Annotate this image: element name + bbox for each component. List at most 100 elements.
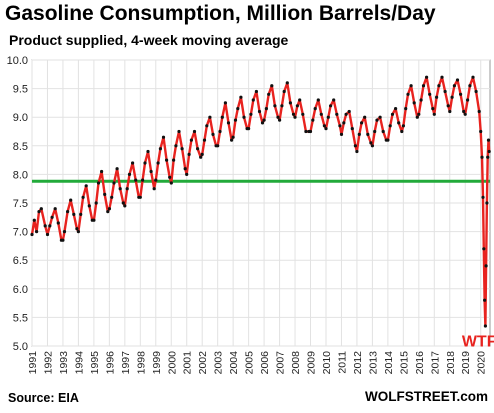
data-point	[141, 178, 145, 182]
data-point	[484, 264, 488, 268]
data-point	[233, 118, 238, 122]
data-point	[79, 212, 83, 216]
data-point	[32, 218, 36, 222]
data-point	[301, 112, 305, 116]
x-tick-label: 2010	[321, 351, 333, 375]
data-point	[112, 181, 116, 185]
y-tick-label: 8.0	[13, 169, 28, 181]
y-tick-label: 6.0	[13, 284, 28, 296]
data-point	[381, 129, 385, 134]
x-tick-label: 1993	[58, 351, 70, 375]
data-point	[76, 230, 80, 234]
x-tick-label: 2007	[275, 351, 287, 375]
data-point	[200, 152, 204, 156]
x-tick-label: 2012	[352, 351, 364, 375]
data-point	[50, 215, 54, 219]
data-point	[342, 121, 346, 125]
data-point	[462, 109, 466, 114]
data-point	[249, 112, 253, 116]
data-point	[443, 89, 447, 94]
data-point	[138, 195, 142, 199]
data-point	[152, 187, 156, 191]
x-tick-label: 2020	[476, 351, 488, 375]
x-tick-label: 2001	[182, 351, 194, 375]
brand-note: WOLFSTREET.com	[364, 389, 488, 404]
data-point	[480, 155, 484, 159]
x-tick-label: 2008	[290, 351, 302, 375]
data-point	[485, 201, 489, 205]
data-point	[62, 230, 67, 234]
x-axis-ticks: 1991 1992 1993 1994 1995 1996 1997 1998 1999 2000…	[27, 351, 488, 375]
y-tick-label: 7.5	[13, 198, 28, 210]
data-point	[288, 101, 292, 105]
data-point	[308, 129, 313, 134]
chart-subtitle: Product supplied, 4-week moving average	[9, 32, 289, 48]
data-point	[404, 107, 408, 111]
data-point	[202, 138, 207, 142]
data-point	[192, 129, 197, 134]
data-point	[474, 89, 478, 94]
data-point	[96, 181, 101, 185]
data-point	[291, 112, 296, 116]
data-point	[415, 115, 419, 119]
data-point	[355, 149, 359, 154]
data-point	[262, 118, 266, 122]
data-point	[406, 92, 410, 96]
data-point	[118, 187, 122, 191]
data-point	[425, 75, 429, 79]
grid-lines	[31, 59, 490, 347]
data-point	[231, 135, 235, 139]
data-point	[174, 144, 178, 148]
data-point	[180, 147, 184, 151]
data-point	[187, 152, 191, 156]
data-point	[437, 84, 441, 88]
data-point	[183, 167, 187, 171]
x-tick-label: 1991	[27, 351, 39, 375]
data-point	[158, 147, 162, 151]
data-point	[123, 204, 127, 208]
data-point	[440, 75, 444, 79]
data-point	[169, 181, 173, 185]
data-point	[482, 247, 486, 251]
data-point	[452, 84, 456, 88]
data-point	[185, 172, 189, 176]
data-point	[156, 161, 160, 165]
y-tick-label: 6.5	[13, 255, 28, 267]
data-point	[121, 201, 125, 205]
x-tick-label: 1999	[151, 351, 163, 375]
data-point	[107, 207, 111, 211]
data-point	[401, 124, 405, 128]
data-point	[375, 118, 379, 122]
data-point	[477, 109, 481, 114]
data-point	[486, 155, 490, 159]
data-point	[353, 144, 357, 148]
y-tick-label: 9.0	[13, 112, 28, 124]
data-point	[378, 115, 382, 119]
x-tick-label: 2000	[166, 351, 178, 375]
data-point	[280, 104, 284, 108]
data-point	[400, 129, 404, 134]
data-point	[236, 107, 240, 111]
data-point	[324, 127, 328, 131]
data-point	[110, 195, 114, 199]
data-point	[211, 132, 215, 136]
data-point	[100, 169, 104, 174]
annotation-label: WTF	[462, 333, 494, 350]
data-point	[72, 212, 76, 216]
data-point	[172, 158, 176, 162]
data-point	[278, 118, 282, 122]
data-point	[370, 144, 374, 148]
data-point	[319, 112, 323, 116]
data-point	[61, 238, 65, 242]
data-point	[146, 149, 150, 154]
data-point	[412, 101, 416, 105]
x-tick-label: 2011	[336, 351, 348, 374]
data-point	[196, 147, 200, 151]
data-point	[223, 101, 227, 105]
data-point	[366, 132, 370, 136]
data-point	[218, 129, 222, 134]
data-point	[459, 92, 463, 96]
data-point	[154, 178, 158, 182]
x-tick-label: 2004	[228, 351, 240, 375]
y-tick-label: 10.0	[7, 55, 28, 67]
